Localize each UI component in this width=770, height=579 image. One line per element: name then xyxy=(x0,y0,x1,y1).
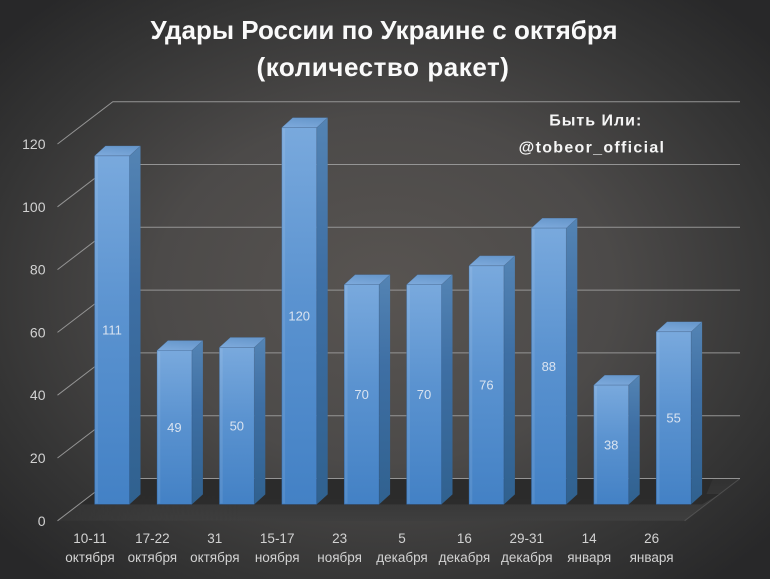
svg-text:0: 0 xyxy=(38,513,46,529)
svg-text:80: 80 xyxy=(30,262,46,278)
svg-text:88: 88 xyxy=(542,359,556,374)
svg-text:декабря: декабря xyxy=(439,550,491,565)
svg-text:декабря: декабря xyxy=(501,550,553,565)
svg-text:50: 50 xyxy=(230,419,244,434)
svg-text:14: 14 xyxy=(582,531,598,546)
svg-text:декабря: декабря xyxy=(376,550,428,565)
svg-text:15-17: 15-17 xyxy=(260,531,295,546)
svg-text:17-22: 17-22 xyxy=(135,531,170,546)
svg-text:16: 16 xyxy=(457,531,472,546)
svg-text:Быть Или:: Быть Или: xyxy=(549,113,642,130)
svg-text:ноября: ноября xyxy=(317,550,362,565)
svg-text:40: 40 xyxy=(30,387,46,403)
svg-text:111: 111 xyxy=(102,323,122,338)
svg-text:120: 120 xyxy=(288,309,310,324)
svg-text:января: января xyxy=(630,550,674,565)
svg-text:октября: октября xyxy=(65,550,114,565)
svg-text:55: 55 xyxy=(666,411,680,426)
svg-text:70: 70 xyxy=(417,387,431,402)
svg-text:38: 38 xyxy=(604,437,618,452)
svg-text:70: 70 xyxy=(354,387,368,402)
svg-text:(количество ракет): (количество ракет) xyxy=(257,52,510,82)
svg-text:5: 5 xyxy=(398,531,406,546)
svg-text:октября: октября xyxy=(128,550,177,565)
svg-text:января: января xyxy=(567,550,611,565)
svg-text:26: 26 xyxy=(644,531,659,546)
svg-text:ноября: ноября xyxy=(255,550,300,565)
svg-text:10-11: 10-11 xyxy=(73,531,107,546)
svg-text:31: 31 xyxy=(207,531,222,546)
svg-text:60: 60 xyxy=(30,324,46,340)
svg-text:20: 20 xyxy=(30,450,46,466)
svg-text:76: 76 xyxy=(479,378,493,393)
svg-text:23: 23 xyxy=(332,531,347,546)
svg-text:@tobeor_official: @tobeor_official xyxy=(519,140,666,157)
svg-text:29-31: 29-31 xyxy=(510,531,545,546)
svg-text:120: 120 xyxy=(22,136,46,152)
svg-text:100: 100 xyxy=(22,199,46,215)
svg-text:49: 49 xyxy=(167,420,181,435)
svg-text:октября: октября xyxy=(190,550,239,565)
svg-text:Удары России по Украине с октя: Удары России по Украине с октября xyxy=(150,15,617,45)
